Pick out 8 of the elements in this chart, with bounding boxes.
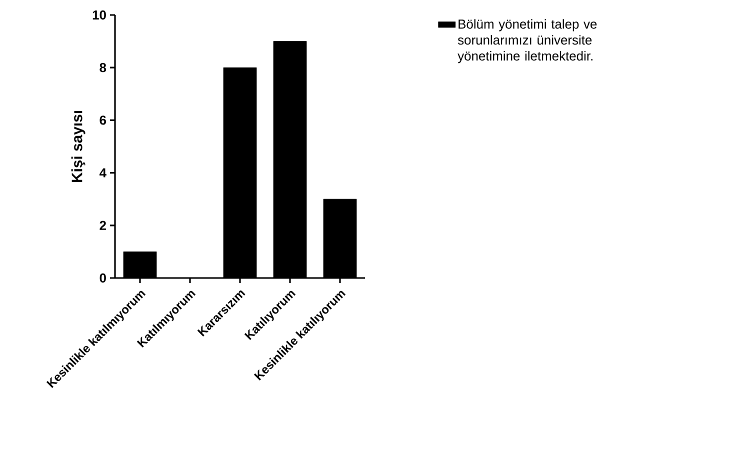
y-tick-label: 4 <box>99 168 106 178</box>
legend-label: Bölüm yönetimi talep ve sorunlarımızı üniversite yönetimine iletmektedir. <box>458 19 597 64</box>
y-tick-label: 8 <box>100 63 106 72</box>
y-tick-label: 2 <box>100 220 106 230</box>
y-tick-label: 10 <box>92 10 106 20</box>
y-axis-title: Kişi sayısı <box>71 111 86 182</box>
y-tick-label: 0 <box>100 273 106 283</box>
y-tick-label: 6 <box>100 116 106 125</box>
